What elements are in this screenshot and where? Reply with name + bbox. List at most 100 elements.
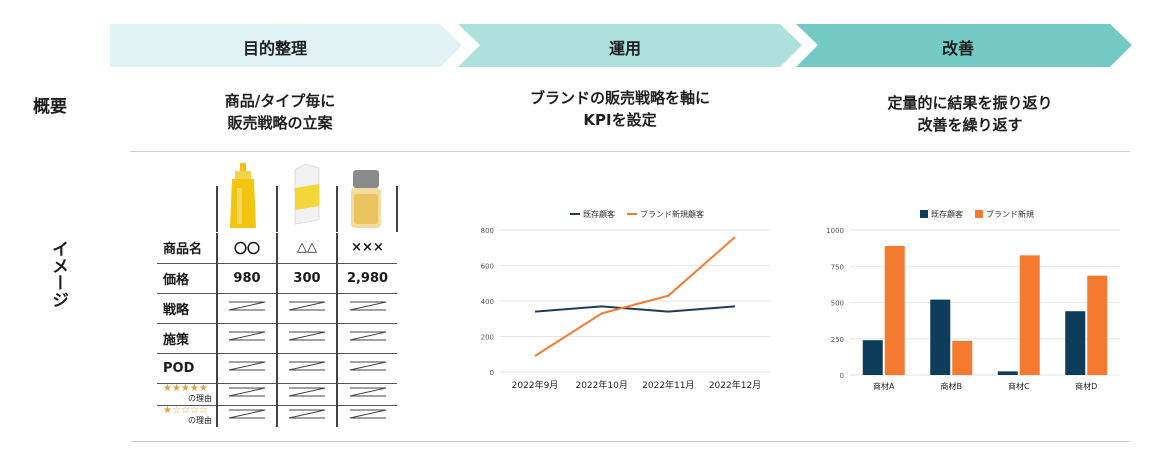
bar-chart: 0 250 500 750 1000 商材A 商材B 商材C 商材D 既存顧客 ブランド新規 [826, 209, 1120, 391]
table-row: 価格 980 300 2,980 [157, 263, 397, 294]
table-row: ★☆☆☆☆ の理由 [157, 405, 397, 427]
placeholder-mark-icon [288, 331, 326, 341]
star-rating-label: ★★★★★ の理由 [157, 383, 217, 406]
placeholder-cell [216, 323, 277, 354]
row-label-product-name: 商品名 [157, 233, 217, 264]
summary-2-line1: ブランドの販売戦略を軸に [529, 89, 710, 107]
series-line-2 [534, 236, 736, 357]
y-tick-label: 400 [481, 298, 494, 306]
y-tick-label: 250 [831, 336, 844, 344]
y-tick-label: 800 [481, 227, 494, 235]
chevron-step-1 [110, 24, 462, 67]
bar-2 [1019, 255, 1040, 375]
chevron-step-3 [796, 24, 1132, 67]
table-row: 施策 [157, 323, 397, 354]
legend-swatch [975, 210, 983, 218]
cell: 2,980 [336, 263, 397, 294]
summary-2-line2: KPIを設定 [583, 111, 657, 129]
summary-1: 商品/タイプ毎に 販売戦略の立案 [170, 90, 390, 134]
bar-1 [997, 371, 1018, 375]
bar-2 [952, 340, 973, 375]
summary-2: ブランドの販売戦略を軸に KPIを設定 [500, 87, 740, 131]
cell: 300 [276, 263, 337, 294]
y-tick-label: 0 [490, 369, 494, 377]
step-1-label: 目的整理 [242, 39, 307, 58]
summary-3-line2: 改善を繰り返す [917, 116, 1023, 134]
bar-1 [930, 299, 951, 375]
placeholder-mark-icon [228, 387, 266, 397]
bottle-1-image [230, 163, 256, 228]
step-2: 運用 [470, 23, 780, 67]
placeholder-mark-icon [228, 301, 266, 311]
image-row-label: イメージ [48, 240, 68, 308]
row-label-price: 価格 [157, 263, 217, 294]
y-tick-label: 500 [831, 300, 844, 308]
summary-1-line2: 販売戦略の立案 [227, 114, 333, 132]
summary-3-line1: 定量的に結果を振り返り [887, 94, 1053, 112]
placeholder-cell [336, 383, 397, 406]
placeholder-mark-icon [288, 361, 326, 371]
placeholder-cell [276, 405, 337, 427]
placeholder-mark-icon [228, 409, 266, 419]
placeholder-cell [216, 383, 277, 406]
y-tick-label: 0 [840, 372, 844, 380]
row-label-strategy: 戦略 [157, 293, 217, 324]
bar-1 [862, 340, 883, 375]
legend-label: 既存顧客 [583, 209, 615, 219]
bottle-3-image [351, 170, 381, 228]
summary-1-line1: 商品/タイプ毎に [224, 92, 336, 110]
divider-bottom [130, 441, 1130, 442]
step-3-label: 改善 [941, 39, 974, 58]
placeholder-mark-icon [349, 387, 386, 397]
placeholder-mark-icon [288, 387, 326, 397]
row-label-measures: 施策 [157, 323, 217, 354]
table-row: 商品名 〇〇 △△ ××× [157, 233, 397, 264]
placeholder-cell [216, 353, 277, 384]
placeholder-mark-icon [349, 301, 386, 311]
series-line-1 [534, 305, 736, 313]
x-tick-label: 2022年11月 [642, 379, 694, 391]
placeholder-mark-icon [349, 409, 386, 419]
placeholder-cell [336, 293, 397, 324]
table-row: 戦略 [157, 293, 397, 324]
step-3: 改善 [808, 23, 1108, 67]
cell: △△ [276, 233, 337, 264]
row-label-pod: POD [157, 353, 217, 384]
process-chevrons [110, 24, 1132, 67]
placeholder-mark-icon [288, 409, 326, 419]
x-tick-label: 2022年9月 [512, 379, 559, 391]
divider-top [130, 151, 1130, 152]
bar-1 [1065, 311, 1086, 375]
x-tick-label: 2022年10月 [575, 379, 627, 391]
y-tick-label: 1000 [826, 227, 844, 235]
x-tick-label: 2022年12月 [709, 379, 761, 391]
x-tick-label: 商材C [1008, 381, 1030, 391]
table-row: ★★★★★ の理由 [157, 383, 397, 406]
line-chart: 0 200 400 600 800 2022年9月 2022年10月 2022年11月 2022… [481, 209, 770, 391]
placeholder-cell [276, 323, 337, 354]
placeholder-cell [216, 293, 277, 324]
step-2-label: 運用 [608, 39, 641, 58]
placeholder-mark-icon [349, 331, 386, 341]
x-tick-label: 商材D [1075, 381, 1097, 391]
cell: 〇〇 [216, 233, 277, 264]
table-row: POD [157, 353, 397, 384]
bar-2 [1087, 275, 1108, 375]
placeholder-cell [276, 383, 337, 406]
placeholder-cell [336, 323, 397, 354]
reason-label: の理由 [188, 416, 212, 426]
x-tick-label: 商材A [873, 381, 895, 391]
legend-label: 既存顧客 [931, 209, 963, 219]
placeholder-mark-icon [228, 331, 266, 341]
placeholder-mark-icon [288, 301, 326, 311]
reason-label: の理由 [188, 394, 212, 403]
cell: 980 [216, 263, 277, 294]
product-bottles [216, 163, 398, 232]
placeholder-mark-icon [349, 361, 386, 371]
placeholder-cell [336, 405, 397, 427]
x-tick-label: 商材B [941, 381, 963, 391]
y-tick-label: 200 [481, 334, 494, 342]
legend-label: ブランド新規 [986, 209, 1034, 219]
placeholder-cell [276, 353, 337, 384]
placeholder-cell [276, 293, 337, 324]
